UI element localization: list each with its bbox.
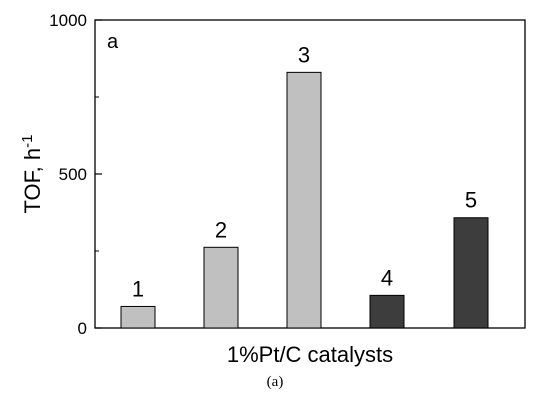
figure-caption: (a)	[267, 374, 284, 390]
bar-label-4: 4	[381, 265, 393, 290]
bar-label-3: 3	[298, 42, 310, 67]
y-axis-title-base: TOF, h	[20, 148, 45, 214]
bar-label-2: 2	[215, 217, 227, 242]
bar-label-5: 5	[465, 188, 477, 213]
bars-group: 1 2 3 4 5	[120, 42, 489, 329]
y-tick-label: 1000	[49, 11, 87, 30]
panel-label: a	[107, 31, 119, 53]
x-axis-title: 1%Pt/C catalysts	[227, 342, 393, 367]
y-axis-title-sup: -1	[19, 135, 36, 148]
bar-3	[286, 71, 322, 329]
bar-1	[120, 305, 156, 329]
bar-label-1: 1	[132, 276, 144, 301]
ticks-group: 0 500 1000	[49, 11, 102, 338]
bar-4	[369, 294, 405, 329]
y-tick-label: 0	[78, 319, 87, 338]
bar-2	[203, 246, 239, 329]
y-tick-label: 500	[59, 165, 87, 184]
bar-5	[453, 217, 489, 329]
y-axis-title: TOF, h-1	[19, 135, 46, 214]
